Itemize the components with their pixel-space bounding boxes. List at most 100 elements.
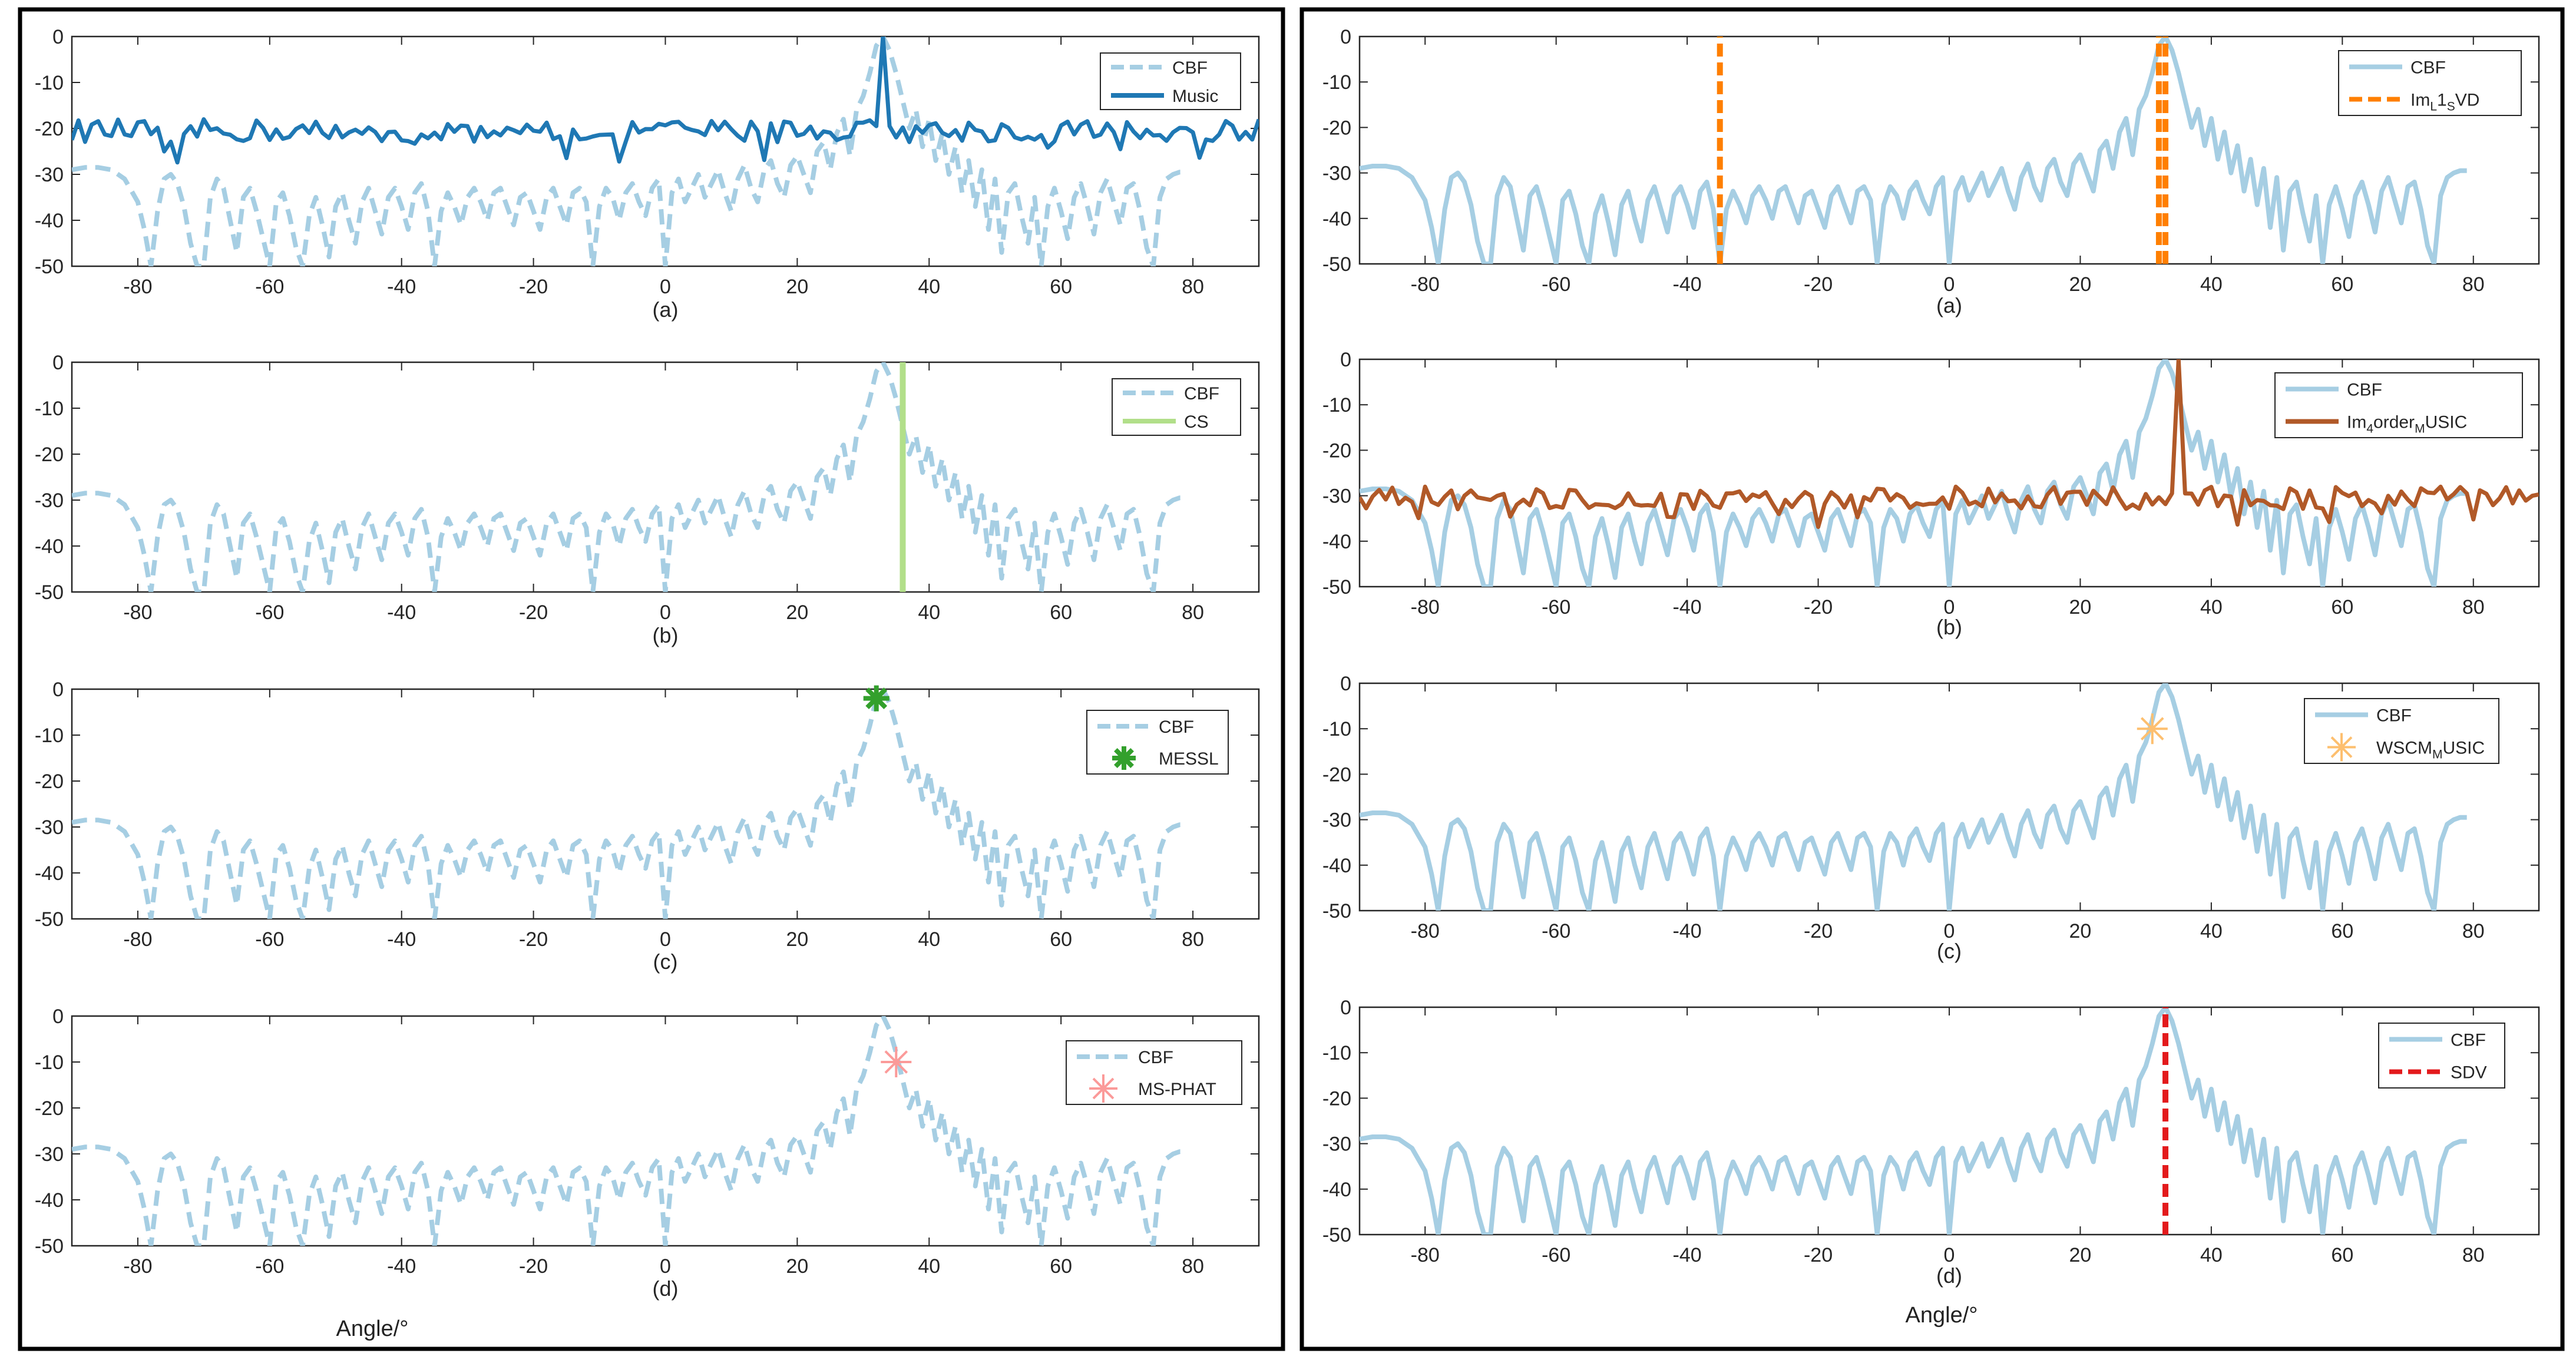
left-panel-d-overlay-marker bbox=[881, 1047, 912, 1077]
right-panel-d-ytick-label: 0 bbox=[1340, 997, 1351, 1019]
right-panel-c-xtick-label: 0 bbox=[1944, 920, 1955, 942]
left-panel-b-xtick-label: 20 bbox=[786, 601, 808, 624]
left-panel-d-xtick-label: 40 bbox=[918, 1255, 940, 1278]
right-panel-d-ytick-label: -30 bbox=[1322, 1133, 1351, 1156]
left-panel-b-xtick-label: -40 bbox=[387, 601, 416, 624]
left-panel-a-ytick-label: -50 bbox=[35, 256, 64, 278]
right-panel-a-legend-label: ImL1SVD bbox=[2410, 91, 2479, 114]
left-panel-d-legend-label: MS-PHAT bbox=[1138, 1080, 1216, 1099]
right-panel-b-ytick-label: -10 bbox=[1322, 394, 1351, 416]
left-panel-b-xtick-label: -80 bbox=[123, 601, 152, 624]
right-panel-b: 0 -10 -20 -30 -40 -50 -80 -60 -40 -20 0 20 40 60 80 CBF… bbox=[1322, 349, 2540, 639]
right-panel-d-xtick-label: 0 bbox=[1944, 1244, 1955, 1266]
left-panel-b-legend-label: CS bbox=[1184, 412, 1209, 432]
left-panel-b: 0 -10 -20 -30 -40 -50 -80 -60 -40 -20 0 20 40 60 80 CBF… bbox=[35, 352, 1260, 647]
right-panel-b-legend-sub1: 4 bbox=[2366, 422, 2373, 436]
left-panel-c-xtick-label: -20 bbox=[519, 928, 548, 951]
right-panel-c-overlay-marker bbox=[2137, 713, 2168, 745]
left-panel-c-xtick-label: 40 bbox=[918, 928, 940, 951]
left-panel-b-ytick-label: -20 bbox=[35, 444, 64, 466]
right-panel-c-overlay-marker-stroke bbox=[2140, 717, 2164, 740]
right-panel-b-ytick-label: -20 bbox=[1322, 439, 1351, 462]
right-panel-c-xtick-label: 60 bbox=[2331, 920, 2353, 942]
right-panel-a-caption: (a) bbox=[1936, 293, 1962, 317]
left-panel-a-xtick-label: -40 bbox=[387, 276, 416, 298]
left-panel-d-ytick-label: -50 bbox=[35, 1235, 64, 1258]
right-panel-a-xtick-label: 60 bbox=[2331, 273, 2353, 296]
left-panel-b-ytick-label: -50 bbox=[35, 581, 64, 604]
left-panel-c-caption: (c) bbox=[653, 950, 678, 974]
left-panel-c: 0 -10 -20 -30 -40 -50 -80 -60 -40 -20 0 20 40 60 80 CBF… bbox=[35, 679, 1260, 974]
right-panel-b-legend-text: CBF bbox=[2347, 381, 2382, 400]
left-panel-b-legend-text: CS bbox=[1184, 412, 1209, 432]
right-panel-a-legend-tail: VD bbox=[2455, 91, 2480, 110]
left-panel-c-axes-box bbox=[71, 688, 1260, 920]
left-panel-a-xtick-label: 20 bbox=[786, 276, 808, 298]
right-panel-c-legend-mid: USIC bbox=[2442, 739, 2485, 758]
left-panel-d-ytick-label: -30 bbox=[35, 1143, 64, 1166]
right-panel-b-ytick-label: -50 bbox=[1322, 576, 1351, 598]
left-panel-a-caption: (a) bbox=[653, 297, 679, 322]
left-panel-a-ytick-label: -10 bbox=[35, 72, 64, 94]
left-panel-a-ytick-label: 0 bbox=[52, 26, 64, 48]
left-panel-b-legend-text: CBF bbox=[1184, 384, 1219, 403]
left-panel-b-ytick-label: -40 bbox=[35, 535, 64, 558]
right-panel-d-plot-area bbox=[1360, 1007, 2467, 1235]
right-panel-c-plot-area bbox=[1360, 683, 2467, 911]
right-panel-d-xtick-label: 60 bbox=[2331, 1244, 2353, 1266]
left-panel-c-ytick-label: -30 bbox=[35, 816, 64, 839]
left-panel-d-legend-label: CBF bbox=[1138, 1048, 1173, 1067]
right-panel-a-legend-sub1: L bbox=[2430, 100, 2437, 114]
right-panel-c-xtick-label: -40 bbox=[1673, 920, 1702, 942]
left-panel-d-legend-text: MS-PHAT bbox=[1138, 1080, 1216, 1099]
left-panel-a-legend-label: CBF bbox=[1172, 58, 1208, 78]
right-panel-b-xtick-label: 60 bbox=[2331, 596, 2353, 618]
right-panel-c-xtick-label: 80 bbox=[2462, 920, 2485, 942]
right-x-axis-label: Angle/° bbox=[1906, 1303, 1978, 1328]
right-panel-a-legend-text: Im bbox=[2410, 91, 2430, 110]
left-panel-a-xtick-label: 40 bbox=[918, 276, 940, 298]
right-panel-a-xtick-label: 80 bbox=[2462, 273, 2485, 296]
left-panel-c-legend-label: CBF bbox=[1159, 717, 1194, 737]
right-panel-c-legend-text: WSCM bbox=[2376, 739, 2432, 758]
right-panel-a-legend-mid: 1 bbox=[2437, 91, 2447, 110]
left-panel-c-legend-text: CBF bbox=[1159, 717, 1194, 737]
right-panel-b-overlay-line bbox=[1360, 359, 2539, 530]
right-panel-b-xtick-label: 0 bbox=[1944, 596, 1955, 618]
left-panel-c-legend: CBF MESSL bbox=[1086, 710, 1229, 775]
left-panel-c-overlay-marker-stroke bbox=[865, 687, 888, 709]
left-panel-d-legend-marker-stroke bbox=[1092, 1077, 1115, 1100]
left-panel-b-xtick-label: -20 bbox=[519, 601, 548, 624]
left-panel-c-legend-marker bbox=[1112, 746, 1136, 770]
right-panel-b-ytick-label: -40 bbox=[1322, 531, 1351, 553]
left-panel-a-axes-box bbox=[71, 35, 1260, 267]
left-panel-c-xtick-label: 20 bbox=[786, 928, 808, 951]
left-panel-b-ytick-label: 0 bbox=[52, 352, 64, 374]
left-panel-d-xtick-label: -20 bbox=[519, 1255, 548, 1278]
right-panel-b-caption: (b) bbox=[1936, 615, 1962, 639]
right-panel-c-xtick-label: -20 bbox=[1804, 920, 1833, 942]
left-panel-a-legend-text: Music bbox=[1172, 87, 1218, 106]
left-panel-d-ytick-label: -40 bbox=[35, 1189, 64, 1212]
left-panel-a-legend: CBF Music bbox=[1100, 52, 1241, 110]
left-panel-c-ytick-label: -20 bbox=[35, 770, 64, 793]
right-panel-c-ytick-label: -50 bbox=[1322, 900, 1351, 922]
right-panel-a-legend: CBF ImL1SVD bbox=[2338, 50, 2522, 116]
right-panel-b-legend-box bbox=[2274, 372, 2523, 438]
right-panel-a-ytick-label: -40 bbox=[1322, 208, 1351, 230]
left-panel-c-xtick-label: 80 bbox=[1182, 928, 1204, 951]
right-panel-d-ytick-label: -10 bbox=[1322, 1042, 1351, 1064]
right-panel-d-ytick-label: -20 bbox=[1322, 1087, 1351, 1110]
right-panel-d-ytick-label: -50 bbox=[1322, 1224, 1351, 1246]
left-panel-d-ytick-label: -20 bbox=[35, 1097, 64, 1120]
left-panel-b-plot-area bbox=[72, 362, 1186, 592]
left-panel-c-overlay-marker bbox=[863, 685, 889, 712]
right-panel-c-legend-label: CBF bbox=[2376, 706, 2412, 726]
right-panel-a-ytick-label: -30 bbox=[1322, 163, 1351, 185]
left-panel-b-caption: (b) bbox=[653, 623, 679, 647]
right-panel-b-xtick-label: -40 bbox=[1673, 596, 1702, 618]
left-panel-d-overlay-marker-stroke bbox=[884, 1050, 908, 1074]
left-panel-a-ytick-label: -20 bbox=[35, 118, 64, 140]
